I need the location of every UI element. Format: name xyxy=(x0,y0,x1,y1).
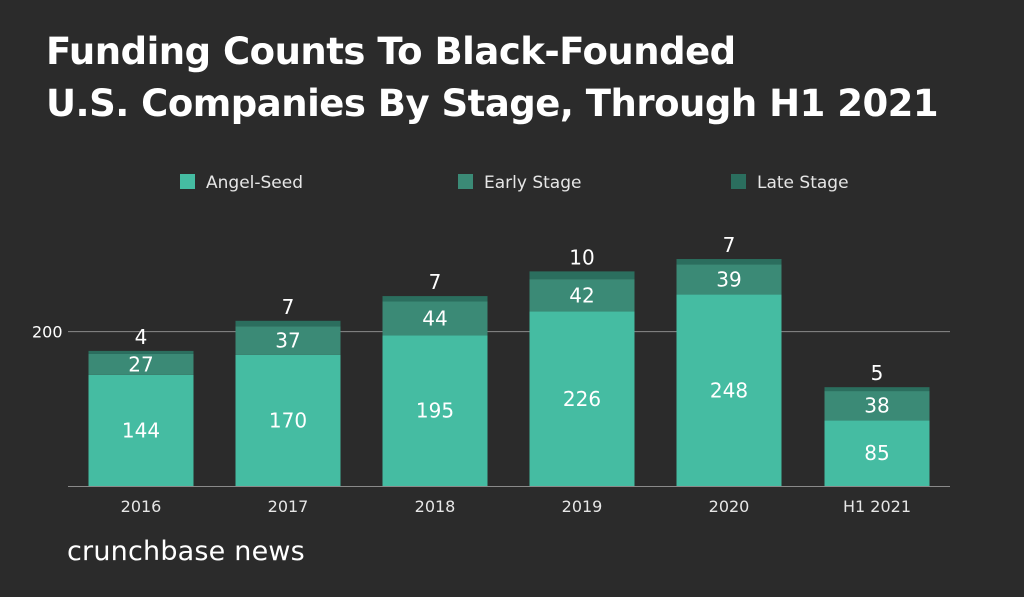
legend: Angel-Seed Early Stage Late Stage xyxy=(180,173,849,193)
bars xyxy=(88,259,930,486)
legend-label: Angel-Seed xyxy=(206,173,303,193)
x-tick-label: 2017 xyxy=(268,497,309,516)
x-tick-label: H1 2021 xyxy=(843,497,911,516)
data-labels: 144 27 4 170 37 7 195 44 7 226 42 10 248 39 7 85 38 5 xyxy=(122,233,890,465)
legend-swatch-late-stage xyxy=(731,174,746,189)
data-label-early-stage: 38 xyxy=(864,394,889,418)
bar-late-stage-2020 xyxy=(676,259,782,265)
legend-swatch-angel-seed xyxy=(180,174,195,189)
bar-early-stage-h1-2021 xyxy=(824,391,930,421)
x-tick-label: 2019 xyxy=(562,497,603,516)
bar-angel-seed-h1-2021 xyxy=(824,420,930,486)
bar-angel-seed-2016 xyxy=(88,374,194,486)
x-axis: 2016 2017 2018 2019 2020 H1 2021 xyxy=(68,486,950,516)
data-label-angel-seed: 170 xyxy=(269,408,307,432)
data-label-late-stage: 5 xyxy=(871,361,884,385)
data-label-early-stage: 42 xyxy=(569,283,594,307)
legend-label: Early Stage xyxy=(484,173,581,193)
bar-early-stage-2016 xyxy=(88,353,194,375)
legend-swatch-early-stage xyxy=(458,174,473,189)
bar-late-stage-2016 xyxy=(88,350,194,354)
data-label-late-stage: 7 xyxy=(282,295,295,319)
bar-early-stage-2020 xyxy=(676,264,782,295)
bar-late-stage-2018 xyxy=(382,296,488,302)
data-label-late-stage: 4 xyxy=(135,325,148,349)
x-tick-label: 2016 xyxy=(121,497,162,516)
bar-late-stage-2017 xyxy=(235,320,341,327)
data-label-angel-seed: 85 xyxy=(864,441,889,465)
bar-early-stage-2018 xyxy=(382,301,488,336)
data-label-late-stage: 10 xyxy=(569,245,594,269)
bar-angel-seed-2018 xyxy=(382,335,488,486)
data-label-late-stage: 7 xyxy=(429,270,442,294)
data-label-angel-seed: 195 xyxy=(416,399,454,423)
chart-title: Funding Counts To Black-Founded U.S. Com… xyxy=(46,26,1006,130)
data-label-early-stage: 44 xyxy=(422,306,447,330)
data-label-early-stage: 39 xyxy=(716,267,741,291)
bar-late-stage-2019 xyxy=(529,271,635,280)
gridlines: 200 xyxy=(32,323,950,342)
data-label-angel-seed: 248 xyxy=(710,378,748,402)
data-label-angel-seed: 226 xyxy=(563,387,601,411)
x-tick-label: 2018 xyxy=(415,497,456,516)
bar-angel-seed-2019 xyxy=(529,311,635,486)
y-tick-label: 200 xyxy=(32,323,63,342)
data-label-angel-seed: 144 xyxy=(122,418,160,442)
chart-title-line-2: U.S. Companies By Stage, Through H1 2021 xyxy=(46,82,939,125)
chart-title-line-1: Funding Counts To Black-Founded xyxy=(46,30,736,73)
bar-angel-seed-2020 xyxy=(676,294,782,486)
bar-early-stage-2017 xyxy=(235,326,341,355)
data-label-late-stage: 7 xyxy=(723,233,736,257)
data-label-early-stage: 27 xyxy=(128,352,153,376)
data-label-early-stage: 37 xyxy=(275,328,300,352)
legend-label: Late Stage xyxy=(757,173,849,193)
brand-logo-text: crunchbase news xyxy=(67,536,305,567)
bar-early-stage-2019 xyxy=(529,279,635,312)
bar-late-stage-h1-2021 xyxy=(824,387,930,392)
bar-angel-seed-2017 xyxy=(235,354,341,486)
x-tick-label: 2020 xyxy=(709,497,750,516)
